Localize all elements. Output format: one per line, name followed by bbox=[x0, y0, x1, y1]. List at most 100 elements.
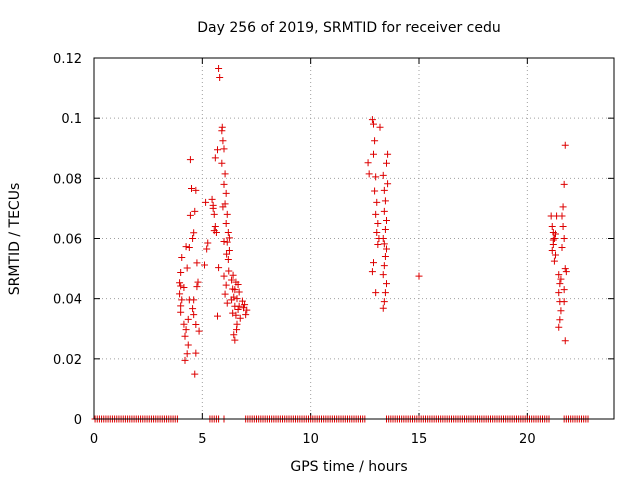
data-point bbox=[548, 222, 556, 230]
data-point bbox=[372, 289, 380, 297]
data-point bbox=[552, 251, 559, 259]
data-point bbox=[203, 245, 211, 253]
data-point bbox=[380, 262, 388, 270]
y-tick-label: 0.12 bbox=[53, 52, 82, 67]
data-point bbox=[560, 298, 568, 306]
data-point bbox=[180, 284, 188, 292]
data-point bbox=[561, 265, 569, 273]
data-point bbox=[210, 227, 218, 235]
data-point bbox=[193, 283, 201, 291]
data-point bbox=[180, 320, 188, 328]
data-point bbox=[210, 210, 218, 218]
data-point bbox=[185, 244, 193, 252]
data-point bbox=[223, 299, 231, 307]
x-axis-label: GPS time / hours bbox=[290, 459, 407, 475]
data-point bbox=[555, 271, 563, 279]
x-tick-label: 15 bbox=[411, 432, 428, 447]
data-point bbox=[219, 203, 227, 211]
data-point bbox=[550, 257, 558, 265]
data-point bbox=[214, 312, 221, 320]
chart-title: Day 256 of 2019, SRMTID for receiver ced… bbox=[197, 20, 500, 36]
data-point bbox=[220, 272, 228, 280]
x-tick-label: 0 bbox=[90, 432, 98, 447]
data-point bbox=[190, 311, 198, 319]
data-point bbox=[383, 280, 390, 288]
data-point bbox=[380, 186, 388, 194]
data-point bbox=[548, 247, 556, 255]
data-point bbox=[381, 289, 389, 297]
data-point bbox=[190, 229, 198, 237]
data-point bbox=[365, 170, 373, 178]
data-point bbox=[218, 159, 226, 167]
data-point bbox=[177, 308, 185, 316]
data-point bbox=[233, 326, 241, 334]
data-point bbox=[218, 123, 226, 131]
y-tick-label: 0.06 bbox=[53, 233, 82, 248]
data-point bbox=[238, 297, 246, 305]
data-point bbox=[241, 301, 249, 309]
data-point bbox=[236, 314, 244, 322]
data-point bbox=[221, 290, 229, 298]
data-point bbox=[211, 222, 219, 230]
data-point bbox=[189, 235, 197, 242]
data-point bbox=[202, 198, 210, 206]
plot-frame bbox=[93, 57, 615, 420]
data-point bbox=[370, 120, 377, 128]
data-point bbox=[178, 296, 186, 304]
data-point bbox=[183, 350, 191, 358]
data-point bbox=[552, 230, 559, 238]
data-point bbox=[189, 305, 197, 313]
data-point bbox=[186, 156, 194, 164]
data-point bbox=[222, 281, 230, 289]
data-point bbox=[192, 321, 200, 329]
y-tick-label: 0.1 bbox=[61, 112, 82, 127]
data-point bbox=[177, 302, 185, 310]
data-point bbox=[383, 159, 390, 167]
data-point bbox=[557, 275, 565, 283]
data-point bbox=[556, 280, 564, 288]
data-point bbox=[558, 212, 566, 220]
data-point bbox=[235, 302, 243, 310]
data-point bbox=[215, 264, 223, 272]
data-point bbox=[192, 186, 200, 194]
y-tick-label: 0.04 bbox=[53, 293, 82, 308]
data-point bbox=[220, 238, 228, 246]
data-point bbox=[230, 331, 238, 339]
data-point bbox=[383, 216, 390, 224]
data-point bbox=[557, 307, 565, 315]
data-point bbox=[192, 349, 200, 357]
data-point bbox=[374, 241, 382, 249]
data-point bbox=[216, 74, 224, 82]
data-point bbox=[371, 137, 379, 145]
data-point bbox=[188, 185, 195, 193]
data-point bbox=[177, 268, 185, 276]
data-point bbox=[370, 259, 377, 267]
data-point bbox=[379, 271, 387, 279]
data-point bbox=[223, 250, 231, 258]
x-tick-label: 5 bbox=[198, 432, 206, 447]
data-point bbox=[182, 326, 190, 334]
data-point bbox=[555, 289, 563, 297]
data-point bbox=[201, 261, 208, 269]
data-point bbox=[176, 290, 184, 298]
data-point bbox=[383, 245, 390, 253]
data-point bbox=[371, 187, 379, 195]
data-point bbox=[379, 171, 387, 179]
data-point bbox=[364, 159, 372, 167]
data-point bbox=[191, 370, 199, 378]
data-point bbox=[214, 146, 221, 154]
data-point bbox=[221, 170, 229, 178]
data-point bbox=[243, 306, 251, 314]
data-point bbox=[178, 253, 186, 261]
data-point bbox=[234, 305, 242, 313]
data-point bbox=[228, 296, 236, 304]
data-point bbox=[182, 243, 190, 251]
data-point bbox=[368, 116, 376, 124]
y-axis-label: SRMTID / TECUs bbox=[7, 183, 23, 296]
data-point bbox=[372, 210, 380, 218]
data-point bbox=[220, 180, 228, 188]
data-point bbox=[229, 271, 237, 279]
data-point bbox=[368, 268, 376, 276]
